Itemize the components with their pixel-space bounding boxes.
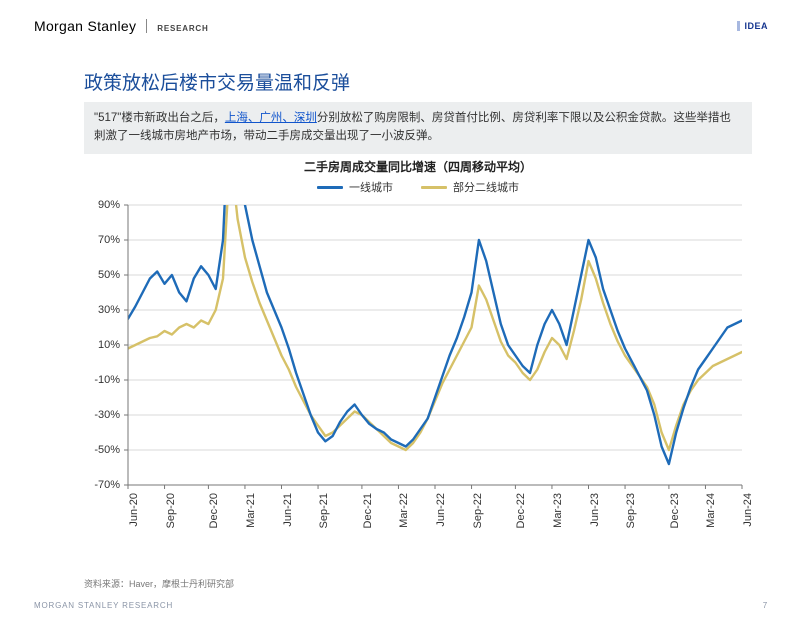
brand-name: Morgan Stanley — [34, 18, 136, 34]
header: Morgan Stanley RESEARCH IDEA — [34, 18, 768, 34]
footer-left: MORGAN STANLEY RESEARCH — [34, 601, 173, 610]
x-tick-label: Dec-23 — [669, 493, 681, 528]
x-tick-label: Sep-23 — [625, 493, 637, 528]
idea-badge: IDEA — [737, 21, 768, 31]
chart-title: 二手房周成交量同比增速（四周移动平均） — [84, 158, 752, 175]
chart-area: 二手房周成交量同比增速（四周移动平均） 一线城市 部分二线城市 90%70%50… — [84, 158, 752, 518]
x-tick-label: Sep-22 — [472, 493, 484, 528]
legend-item-tier1: 一线城市 — [317, 179, 393, 195]
brand-block: Morgan Stanley RESEARCH — [34, 18, 209, 34]
legend-label-tier1: 一线城市 — [349, 179, 393, 195]
legend-swatch-tier1 — [317, 186, 343, 189]
x-tick-label: Dec-22 — [515, 493, 527, 528]
x-tick-label: Jun-21 — [282, 493, 294, 527]
x-tick-label: Mar-21 — [245, 493, 257, 528]
x-tick-label: Dec-21 — [362, 493, 374, 528]
source-note: 资料来源：Haver，摩根士丹利研究部 — [84, 577, 234, 590]
legend-swatch-tier2 — [421, 186, 447, 189]
x-tick-label: Mar-24 — [705, 493, 717, 528]
desc-link[interactable]: 上海、广州、深圳 — [225, 112, 317, 124]
legend-item-tier2: 部分二线城市 — [421, 179, 519, 195]
x-tick-label: Jun-24 — [742, 493, 754, 527]
x-tick-label: Mar-23 — [552, 493, 564, 528]
x-tick-label: Sep-20 — [165, 493, 177, 528]
legend-label-tier2: 部分二线城市 — [453, 179, 519, 195]
brand-sub: RESEARCH — [157, 24, 208, 33]
x-tick-label: Sep-21 — [318, 493, 330, 528]
x-tick-label: Mar-22 — [398, 493, 410, 528]
chart-svg — [84, 201, 752, 489]
desc-lead: "517"楼市新政出台之后， — [94, 112, 225, 124]
description-box: "517"楼市新政出台之后，上海、广州、深圳分别放松了购房限制、房贷首付比例、房… — [84, 102, 752, 154]
x-tick-label: Jun-22 — [435, 493, 447, 527]
x-tick-label: Jun-23 — [589, 493, 601, 527]
x-tick-label: Jun-20 — [128, 493, 140, 527]
x-axis-labels: Jun-20 Sep-20 Dec-20 Mar-21 Jun-21 Sep-21 Dec-… — [128, 489, 752, 545]
chart-legend: 一线城市 部分二线城市 — [84, 179, 752, 195]
x-tick-label: Dec-20 — [208, 493, 220, 528]
page-title: 政策放松后楼市交易量温和反弹 — [84, 68, 350, 95]
chart-plot: 90%70%50%30%10%-10%-30%-50%-70% Jun-20Se… — [84, 201, 752, 489]
page-number: 7 — [763, 601, 768, 610]
footer: MORGAN STANLEY RESEARCH 7 — [34, 601, 768, 610]
brand-divider — [146, 19, 147, 33]
